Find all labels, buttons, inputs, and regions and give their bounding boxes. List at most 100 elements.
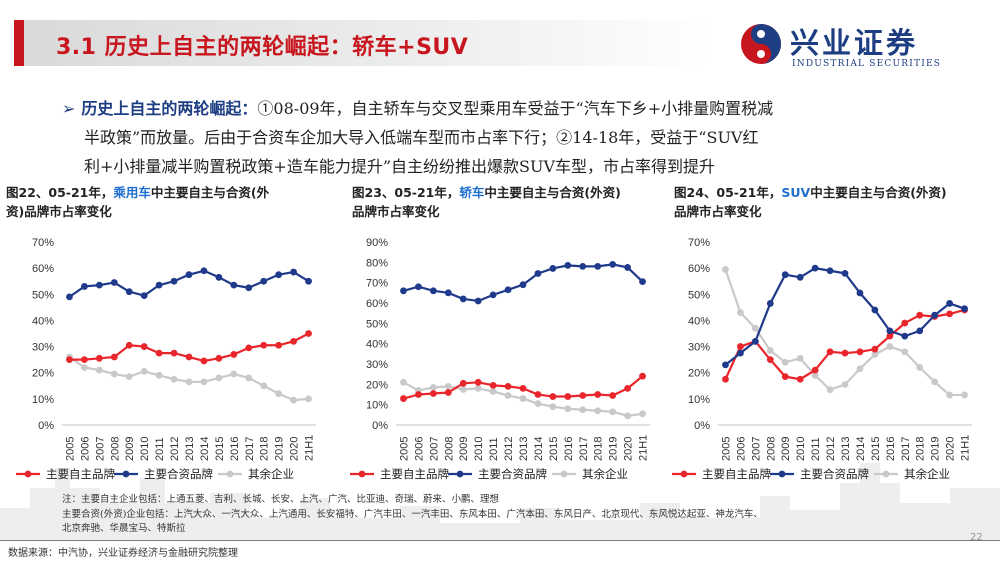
data-point bbox=[564, 405, 572, 413]
y-tick-label: 20% bbox=[32, 368, 54, 380]
y-tick-label: 60% bbox=[688, 263, 710, 275]
caption-line-2: 品牌市占率变化 bbox=[352, 204, 440, 219]
data-point bbox=[737, 343, 744, 350]
y-tick-label: 60% bbox=[366, 298, 388, 310]
y-tick-label: 10% bbox=[366, 400, 388, 412]
data-point bbox=[722, 266, 729, 273]
data-point bbox=[796, 354, 804, 362]
x-tick-label: 2013 bbox=[840, 437, 852, 461]
data-point bbox=[549, 393, 557, 400]
data-point bbox=[215, 374, 223, 382]
data-point bbox=[841, 381, 849, 388]
x-tick-label: 2009 bbox=[780, 437, 792, 461]
y-tick-label: 20% bbox=[688, 368, 710, 380]
footnote: 注：主要自主企业包括：上通五菱、吉利、长城、长安、上汽、广汽、比亚迪、奇瑞、蔚来… bbox=[62, 493, 912, 537]
data-point bbox=[290, 268, 297, 276]
data-point bbox=[594, 407, 602, 415]
data-point bbox=[856, 348, 864, 356]
legend-swatch-marker bbox=[560, 470, 568, 478]
footnote-line-2: 主要合资(外资)企业包括：上汽大众、一汽大众、上汽通用、长安福特、广汽丰田、一汽… bbox=[62, 508, 763, 520]
data-point bbox=[110, 370, 118, 378]
data-point bbox=[624, 412, 631, 420]
legend-swatch-marker bbox=[226, 470, 234, 478]
data-point bbox=[185, 271, 193, 279]
data-point bbox=[155, 349, 163, 357]
x-tick-label: 2010 bbox=[795, 437, 807, 461]
data-point bbox=[245, 344, 253, 352]
caption-suffix: 中主要自主与合资(外 bbox=[150, 185, 270, 200]
x-tick-label: 2006 bbox=[735, 437, 747, 461]
data-point bbox=[916, 311, 924, 319]
legend-swatch-marker bbox=[456, 470, 464, 478]
x-tick-label: 2015 bbox=[548, 437, 560, 461]
data-point bbox=[901, 348, 909, 356]
title-accent-bar bbox=[14, 20, 24, 66]
data-point bbox=[946, 391, 953, 399]
data-point bbox=[459, 386, 467, 393]
data-point bbox=[110, 279, 118, 286]
y-tick-label: 30% bbox=[366, 359, 388, 371]
data-point bbox=[489, 291, 497, 299]
data-point bbox=[504, 392, 512, 399]
x-tick-label: 21H1 bbox=[304, 435, 316, 461]
data-point bbox=[639, 372, 646, 380]
data-point bbox=[961, 391, 968, 399]
logo-english-name: INDUSTRIAL SECURITIES bbox=[792, 59, 942, 69]
legend-label: 主要自主品牌 bbox=[380, 467, 449, 481]
data-point bbox=[140, 292, 148, 299]
data-point bbox=[260, 277, 268, 285]
data-point bbox=[429, 383, 437, 391]
data-point bbox=[871, 351, 879, 358]
x-tick-label: 2020 bbox=[623, 437, 635, 461]
data-point bbox=[579, 406, 587, 414]
x-tick-label: 2017 bbox=[244, 437, 256, 461]
bullet-line-3: 利+小排量减半购置税政策+造车能力提升”自主纷纷推出爆款SUV车型，市占率得到提… bbox=[84, 157, 715, 176]
data-point bbox=[856, 365, 864, 373]
caption-line-2: 品牌市占率变化 bbox=[674, 204, 762, 219]
data-point bbox=[305, 277, 312, 285]
x-tick-label: 2007 bbox=[428, 437, 440, 461]
x-tick-label: 2009 bbox=[458, 437, 470, 461]
x-tick-label: 2018 bbox=[593, 437, 605, 461]
data-point bbox=[609, 408, 617, 416]
x-tick-label: 2014 bbox=[533, 437, 545, 461]
data-point bbox=[751, 324, 759, 332]
logo-chinese-name: 兴业证券 bbox=[790, 26, 919, 60]
data-point bbox=[766, 300, 774, 307]
data-point bbox=[125, 288, 133, 296]
caption-highlight: SUV bbox=[781, 185, 811, 200]
data-point bbox=[781, 358, 789, 366]
data-point bbox=[534, 391, 542, 398]
data-point bbox=[549, 403, 557, 411]
data-point bbox=[474, 378, 482, 386]
bullet-heading: 历史上自主的两轮崛起： bbox=[81, 99, 258, 118]
data-source: 数据来源：中汽协，兴业证券经济与金融研究院整理 bbox=[8, 548, 238, 559]
x-tick-label: 2013 bbox=[184, 437, 196, 461]
data-point bbox=[215, 273, 223, 281]
data-point bbox=[245, 284, 253, 292]
bullet-line-2: 半政策”而放量。后由于合资车企加大导入低端车型而市占率下行；②14-18年，受益… bbox=[84, 128, 759, 147]
data-point bbox=[886, 332, 894, 340]
data-point bbox=[245, 374, 253, 382]
data-point bbox=[916, 364, 924, 371]
x-tick-label: 2013 bbox=[518, 437, 530, 461]
data-point bbox=[66, 356, 73, 364]
data-point bbox=[140, 343, 148, 350]
data-point bbox=[459, 379, 467, 387]
data-point bbox=[781, 373, 789, 381]
data-point bbox=[215, 354, 223, 362]
x-tick-label: 2011 bbox=[154, 437, 166, 461]
data-point bbox=[185, 353, 193, 361]
data-point bbox=[871, 306, 879, 314]
y-tick-label: 80% bbox=[366, 257, 388, 269]
y-tick-label: 70% bbox=[366, 278, 388, 290]
x-tick-label: 2012 bbox=[503, 437, 515, 461]
data-point bbox=[564, 393, 572, 400]
figure-23-caption: 图23、05-21年，轿车中主要自主与合资(外资) 品牌市占率变化 bbox=[352, 183, 621, 221]
x-tick-label: 2012 bbox=[825, 437, 837, 461]
caption-prefix: 图23、05-21年， bbox=[352, 185, 460, 200]
data-point bbox=[95, 281, 103, 289]
y-tick-label: 0% bbox=[38, 420, 54, 432]
data-point bbox=[155, 371, 163, 379]
data-point bbox=[737, 309, 744, 316]
